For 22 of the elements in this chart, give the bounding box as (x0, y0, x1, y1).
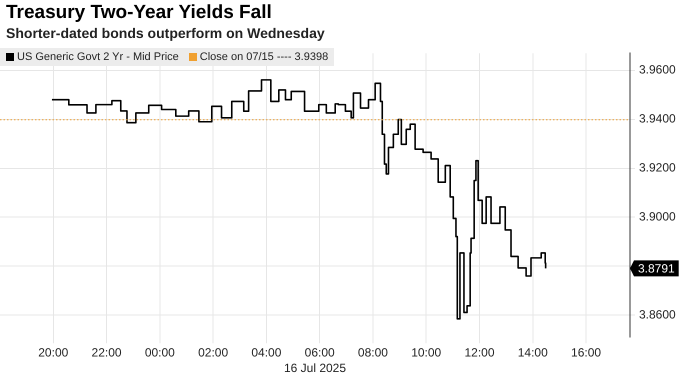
y-tick-label: 3.9200 (639, 160, 676, 175)
y-tick-label: 3.9400 (639, 112, 676, 126)
x-tick-label: 00:00 (144, 346, 176, 360)
text: 3.8791 (638, 262, 676, 276)
y-tick-label: 3.9600 (639, 62, 676, 77)
x-tick-label: 16:00 (571, 346, 602, 360)
x-tick-label: 06:00 (304, 346, 335, 360)
legend-label: US Generic Govt 2 Yr - Mid Price (16, 51, 179, 63)
x-tick-label: 22:00 (92, 346, 122, 360)
x-tick-label: 14:00 (518, 346, 548, 360)
legend-label: Close on 07/15 ---- 3.9398 (198, 51, 328, 63)
x-axis-title: 16 Jul 2025 (284, 361, 346, 376)
y-tick-label: 3.9000 (639, 210, 676, 224)
x-tick-label: 08:00 (358, 346, 388, 360)
chart-subtitle: Shorter-dated bonds outperform on Wednesday (6, 25, 325, 41)
chart-title: Treasury Two-Year Yields Fall (6, 2, 272, 24)
x-tick-label: 12:00 (464, 346, 495, 360)
x-tick-label: 10:00 (411, 346, 442, 360)
x-tick-label: 20:00 (38, 346, 69, 360)
x-tick-label: 02:00 (198, 346, 228, 360)
x-tick-label: 04:00 (251, 346, 282, 360)
y-tick-label: 3.8600 (639, 307, 676, 322)
